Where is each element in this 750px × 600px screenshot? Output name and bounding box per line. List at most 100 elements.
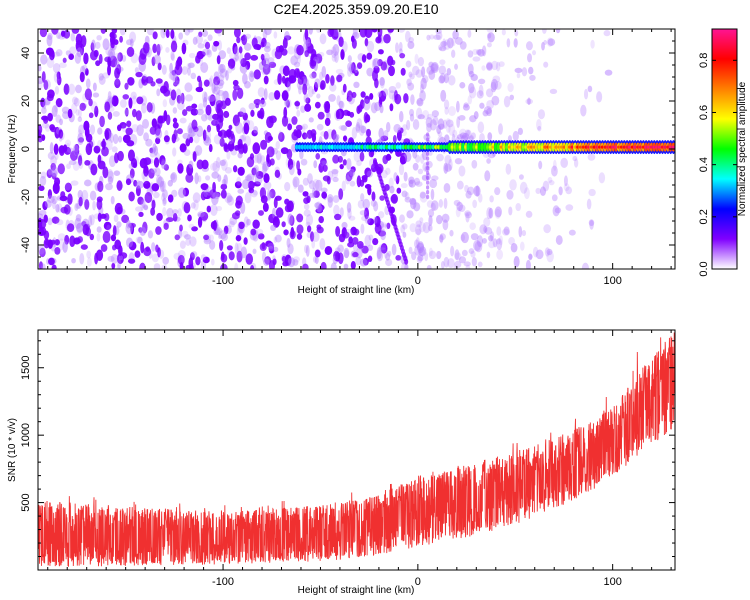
noise-cell [262,202,269,213]
noise-cell [360,223,365,235]
noise-cell [205,186,213,196]
noise-cell [305,214,314,226]
noise-cell [436,153,444,162]
noise-cell [87,257,92,267]
noise-cell [474,241,483,253]
noise-cell [179,143,187,153]
noise-cell [50,155,57,167]
noise-cell [162,207,167,217]
noise-cell [536,119,542,131]
noise-cell [453,199,461,206]
spectrogram-xtick-label: -100 [212,275,234,287]
noise-cell [51,198,57,210]
noise-cell [343,247,350,259]
noise-cell [547,176,553,184]
noise-cell [211,171,219,179]
snr-xtick-label: 0 [415,576,421,588]
noise-cell [179,93,184,104]
noise-cell [141,102,147,114]
noise-cell [486,62,493,70]
noise-cell [404,196,412,203]
noise-cell [98,75,106,85]
noise-cell [297,76,304,85]
noise-cell [412,162,419,171]
noise-cell [476,235,484,248]
noise-cell [85,78,91,89]
noise-cell [250,109,255,117]
noise-cell [278,130,283,140]
noise-cell [454,63,458,70]
noise-cell [555,29,561,34]
noise-cell [314,256,319,264]
noise-cell [275,207,284,218]
noise-cell [416,255,423,264]
noise-cell [296,224,304,235]
noise-cell [254,151,263,164]
noise-cell [287,158,294,170]
noise-cell [287,123,293,131]
noise-cell [171,189,178,198]
noise-cell [293,61,301,68]
noise-cell [61,106,70,114]
spectrogram-ytick-label: 0 [20,146,32,152]
colorbar-tick-label: 0.2 [698,209,710,224]
noise-cell [604,69,613,76]
noise-cell [338,100,344,109]
noise-cell [251,167,257,176]
noise-cell [409,73,415,80]
noise-cell [345,174,351,185]
noise-cell [109,133,114,143]
noise-cell [38,210,47,216]
noise-cell [465,190,472,199]
noise-cell [409,223,417,233]
noise-cell [52,62,61,74]
noise-cell [194,145,203,156]
noise-cell [64,182,72,193]
noise-cell [209,240,216,250]
noise-cell [395,175,400,185]
noise-cell [527,97,531,105]
noise-cell [92,92,100,98]
noise-cell [208,234,215,242]
noise-cell [55,203,60,213]
noise-cell [288,164,295,176]
noise-cell [380,61,388,71]
noise-cell [360,91,366,98]
noise-cell [338,188,344,200]
noise-cell [151,242,156,252]
noise-cell [300,158,308,166]
noise-cell [508,237,515,245]
noise-cell [178,32,184,40]
noise-cell [350,35,355,43]
noise-cell [356,62,363,70]
noise-cell [136,180,145,189]
noise-cell [415,154,421,163]
noise-cell [58,129,64,139]
noise-cell [587,153,596,161]
noise-cell [268,245,274,252]
noise-cell [583,88,589,100]
noise-cell [263,173,270,184]
noise-cell [200,191,207,201]
noise-cell [161,64,167,75]
noise-cell [118,255,124,261]
spectrogram-xlabel: Height of straight line (km) [298,285,415,296]
noise-cell [543,39,548,45]
noise-cell [268,191,273,199]
noise-cell [306,42,314,54]
noise-cell [460,233,466,242]
noise-cell [54,103,59,113]
noise-cell [162,197,167,207]
noise-cell [73,144,80,152]
noise-cell [455,207,461,218]
noise-cell [387,29,394,33]
noise-cell [165,114,171,126]
noise-cell [475,185,480,197]
noise-cell [225,70,229,81]
noise-cell [117,259,122,269]
noise-cell [96,199,103,210]
noise-cell [336,74,343,83]
noise-cell [176,128,183,135]
noise-cell [355,123,361,132]
noise-cell [195,54,201,64]
